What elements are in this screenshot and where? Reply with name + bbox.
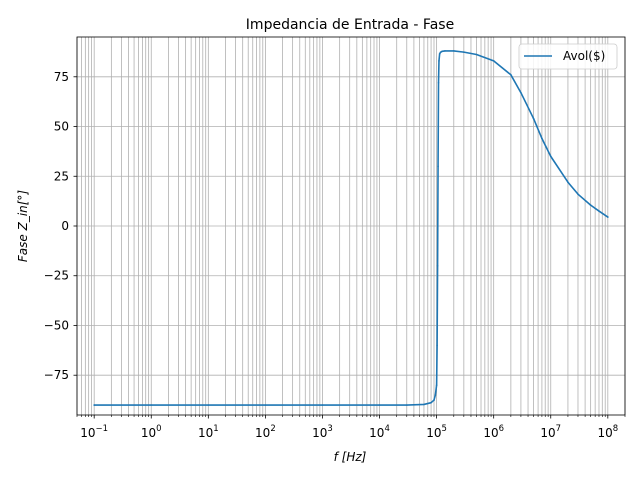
data-point	[437, 165, 439, 168]
data-point	[321, 404, 324, 406]
data-point	[475, 53, 478, 56]
data-point	[437, 81, 440, 84]
y-tick-label: −25	[44, 269, 69, 283]
data-point	[93, 404, 95, 406]
data-point	[532, 117, 535, 120]
y-axis: 75 50 25 0 −25 −50 −75	[44, 70, 77, 382]
data-point	[492, 60, 495, 62]
grid	[76, 37, 626, 415]
data-point	[434, 394, 437, 396]
data-point	[207, 404, 210, 406]
series-layer	[93, 50, 609, 406]
data-point	[430, 401, 432, 404]
data-point	[438, 53, 441, 55]
data-point	[439, 51, 442, 54]
data-point	[567, 181, 569, 184]
y-axis-label: Fase Z_in[°]	[16, 190, 30, 263]
legend: Avol($)	[518, 43, 618, 70]
x-axis-label: f [Hz]	[334, 450, 367, 464]
x-tick-label: 106	[483, 424, 504, 440]
chart-title: Impedancia de Entrada - Fase	[246, 17, 454, 33]
data-point	[577, 193, 579, 195]
x-tick-label: 108	[597, 424, 618, 440]
x-tick-label: 107	[540, 424, 561, 440]
data-point	[444, 50, 446, 52]
data-point	[405, 404, 408, 406]
data-point	[423, 403, 425, 406]
data-point	[435, 384, 438, 386]
data-point	[436, 344, 438, 347]
data-point	[520, 91, 522, 94]
data-point	[436, 264, 439, 267]
x-tick-label: 104	[369, 424, 390, 440]
x-tick-label: 103	[312, 424, 333, 440]
data-point	[510, 74, 512, 76]
data-point	[433, 399, 435, 401]
data-point	[150, 404, 153, 406]
data-point	[378, 404, 381, 406]
data-point	[463, 51, 465, 53]
data-point	[441, 50, 443, 53]
data-point	[549, 155, 552, 158]
x-tick-label: 100	[141, 424, 162, 440]
y-tick-label: 25	[54, 169, 69, 183]
data-point	[541, 137, 543, 140]
y-tick-label: 0	[61, 219, 69, 233]
data-point	[589, 204, 592, 206]
x-tick-label: 102	[255, 424, 276, 440]
x-tick-label: 105	[426, 424, 447, 440]
y-tick-label: 75	[54, 70, 69, 84]
data-point	[438, 60, 440, 62]
data-point	[598, 210, 600, 212]
legend-frame	[518, 43, 618, 70]
y-tick-label: −75	[44, 368, 69, 382]
legend-entry-label: Avol($)	[563, 49, 605, 63]
y-tick-label: 50	[54, 120, 69, 134]
y-tick-label: −50	[44, 318, 69, 332]
x-axis: 10−1 100 101 102 103 104 105 106 107 108	[76, 415, 626, 440]
data-point	[607, 216, 609, 218]
x-tick-label: 101	[198, 424, 219, 440]
x-tick-label: 10−1	[80, 424, 108, 440]
data-point	[264, 404, 267, 406]
data-point	[452, 50, 455, 52]
